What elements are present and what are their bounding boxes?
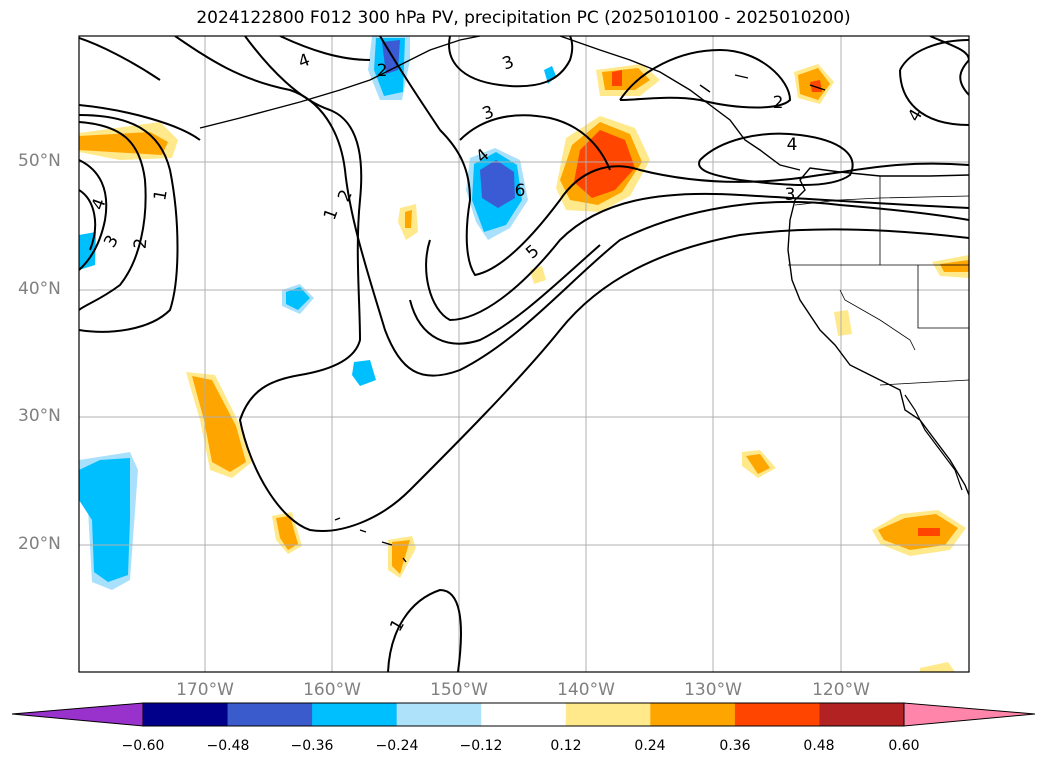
map-title: 2024122800 F012 300 hPa PV, precipitatio… [196,8,851,28]
coastlines [199,36,969,563]
pv-label: 5 [522,241,543,263]
colorbar-segment [734,703,820,726]
lat-label: 30°N [18,406,61,426]
colorbar-segment [819,703,905,726]
map-frame [78,35,970,673]
pv-label: 1 [150,188,172,202]
graticule [79,36,969,672]
colorbar-segment [396,703,482,726]
colorbar-tick-label: −0.36 [290,738,334,754]
colorbar-segment [650,703,736,726]
lon-label: 140°W [557,680,615,700]
colorbar-segment [481,703,567,726]
pv-label: 4 [787,135,798,155]
colorbar-tick-label: 0.12 [550,738,582,754]
lon-label: 170°W [176,680,234,700]
colorbar-segment [143,703,229,726]
colorbar-segment [227,703,313,726]
colorbar-tick-label: −0.24 [375,738,419,754]
colorbar-tick-label: −0.12 [459,738,503,754]
colorbar-outline [142,702,905,727]
pv-label: 1 [320,206,342,223]
pv-label: 3 [500,52,517,74]
colorbar-max-arrow [903,702,1036,727]
pv-label: 1 [386,616,409,635]
colorbar-tick-label: 0.60 [888,738,920,754]
lon-label: 130°W [684,680,742,700]
pv-label: 2 [334,187,357,205]
colorbar-segment [312,703,398,726]
colorbar-tick-label: −0.48 [206,738,250,754]
pv-contour-labels: 1 1 1 2 2 2 2 3 3 3 3 4 4 4 4 5 6 4 [88,50,927,635]
pv-label: 3 [480,102,497,124]
colorbar-tick-label: −0.60 [121,738,165,754]
colorbar-tick-label: 0.36 [719,738,751,754]
colorbar-tick-label: 0.48 [803,738,835,754]
colorbar [11,702,1036,727]
pv-label: 2 [131,237,152,250]
pv-label: 2 [773,93,784,113]
pv-label: 2 [377,61,388,81]
precip-shading [79,36,969,672]
lon-label: 150°W [430,680,488,700]
pv-label: 4 [296,50,313,72]
pv-label: 6 [515,181,526,201]
colorbar-tick-label: 0.24 [634,738,666,754]
lat-label: 50°N [18,151,61,171]
pv-label: 3 [785,185,796,205]
colorbar-min-arrow [11,702,144,727]
lat-label: 40°N [18,279,61,299]
lat-label: 20°N [18,534,61,554]
pv-label: 4 [88,196,110,213]
pv-contours [79,36,969,672]
colorbar-segment [565,703,651,726]
pv-label: 3 [100,232,123,251]
lon-label: 160°W [303,680,361,700]
lon-label: 120°W [812,680,870,700]
